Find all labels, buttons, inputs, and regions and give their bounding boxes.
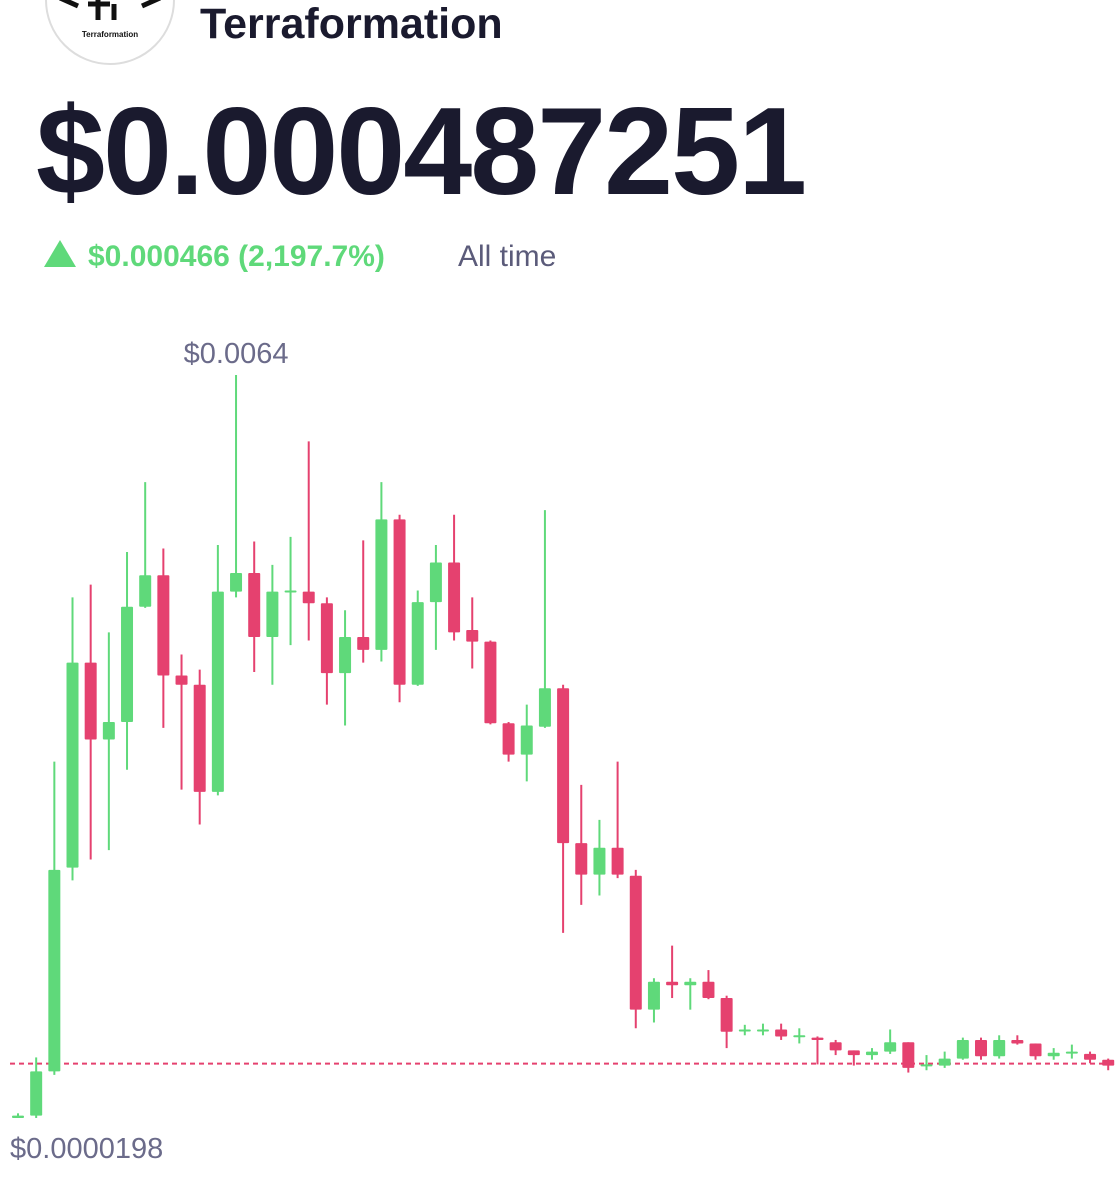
candle-body: [48, 869, 61, 1072]
candle-body: [357, 637, 370, 650]
candle-body: [575, 843, 588, 875]
price: $0.000487251: [36, 83, 805, 221]
min-label: $0.0000198: [10, 1133, 163, 1165]
candle-body: [629, 875, 642, 1010]
candle-body: [811, 1037, 824, 1040]
max-label: $0.0064: [184, 338, 289, 370]
logo-mark: [58, 0, 162, 20]
candle-body: [30, 1071, 43, 1116]
candle-body: [1047, 1052, 1060, 1057]
candle-body: [738, 1029, 751, 1032]
candle-body: [157, 575, 170, 676]
up-arrow: [44, 240, 76, 267]
candle-body: [793, 1035, 806, 1038]
candle-body: [756, 1029, 769, 1032]
candle-body: [175, 675, 188, 685]
candle-body: [429, 562, 442, 603]
candle-body: [302, 591, 315, 604]
candle-body: [339, 637, 352, 674]
candle-body: [211, 591, 224, 792]
candle-chart: $0.0064 $0.0000198: [10, 338, 1115, 1165]
candle-body: [266, 591, 279, 638]
candle-body: [865, 1051, 878, 1056]
token-name: Terraformation: [200, 0, 503, 48]
candle-body: [1102, 1059, 1115, 1066]
candle-body: [284, 590, 297, 593]
candle-body: [666, 981, 679, 986]
candle-body: [1029, 1043, 1042, 1057]
candle-body: [720, 998, 733, 1032]
candle-body: [920, 1064, 933, 1067]
candle-body: [775, 1029, 788, 1037]
candle-body: [139, 575, 152, 607]
candle-body: [938, 1058, 951, 1066]
candle-body: [993, 1039, 1006, 1057]
candle-body: [121, 606, 134, 723]
change: $0.000466 (2,197.7%): [88, 240, 385, 273]
candle-body: [520, 725, 533, 755]
candle-body: [393, 519, 406, 685]
candle-body: [1084, 1053, 1097, 1060]
candle-body: [884, 1042, 897, 1052]
logo-circle: [45, 0, 175, 65]
logo-text: Terraformation: [82, 30, 138, 39]
candle-body: [611, 847, 624, 875]
candle-body: [557, 688, 570, 844]
candle-body: [684, 981, 697, 986]
candle-body: [102, 722, 115, 740]
candle-body: [248, 572, 261, 638]
candle-body: [1065, 1051, 1078, 1054]
candle-body: [847, 1050, 860, 1056]
candle-body: [1011, 1039, 1024, 1044]
candle-body: [829, 1042, 842, 1051]
candle-body: [538, 688, 551, 727]
candle-body: [230, 572, 243, 592]
candle-body: [84, 662, 97, 740]
candle-body: [647, 981, 660, 1010]
candle-body: [956, 1039, 969, 1059]
candle-body: [975, 1039, 988, 1057]
candle-body: [411, 602, 424, 685]
candle-body: [502, 723, 515, 755]
candle-body: [320, 603, 333, 674]
candle-body: [375, 519, 388, 650]
candle-body: [193, 684, 206, 792]
candle-body: [448, 562, 461, 633]
candle-body: [66, 662, 79, 868]
candle-body: [902, 1042, 915, 1068]
candle-body: [466, 630, 479, 642]
candle-body: [12, 1115, 24, 1118]
candle-body: [484, 641, 497, 724]
candle-body: [702, 981, 715, 999]
candle-body: [593, 847, 606, 875]
period[interactable]: All time: [458, 240, 556, 273]
